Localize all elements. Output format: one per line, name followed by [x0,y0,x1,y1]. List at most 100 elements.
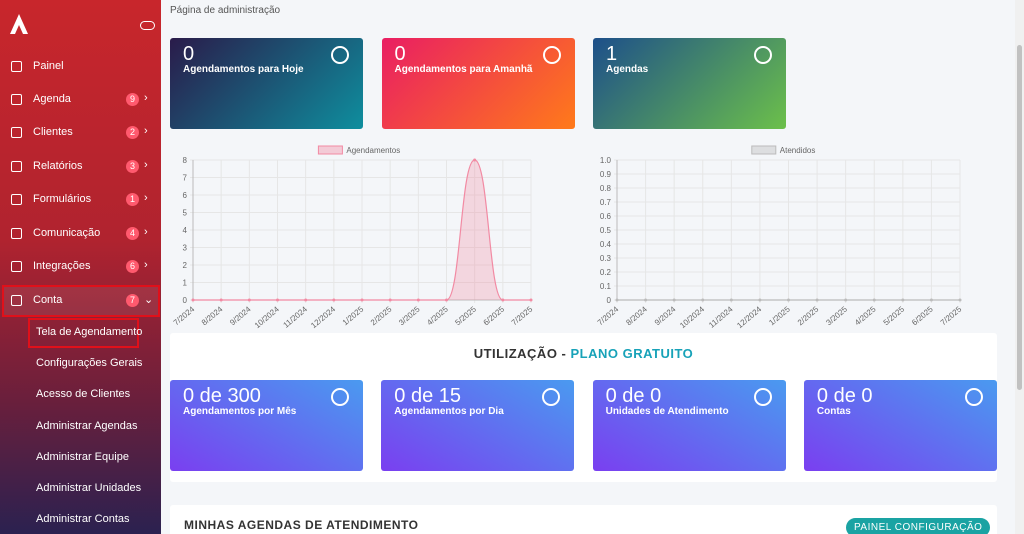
point [815,298,819,302]
usage-value: 0 de 0 [605,385,662,407]
usage-label: Contas [816,406,851,417]
point [219,298,223,302]
chart: 0 1 2 3 4 5 6 7 8 7/2024 8/2024 9/2024 10/2024 11/202… [172,145,535,330]
point [191,298,195,302]
menu-item[interactable]: Conta 7 ⌄ [0,286,161,316]
scrollbar[interactable] [1015,0,1024,534]
y-tick-label: 2 [183,261,188,270]
usage-card: 0 de 0 Contas [803,380,997,471]
y-tick-label: 0.9 [600,170,612,179]
point [416,298,420,302]
stat-label: Agendamentos para Amanhã [394,64,533,75]
point [929,298,933,302]
stat-value: 0 [394,43,406,65]
chevron: › [144,226,148,238]
x-tick-label: 10/2024 [678,304,706,330]
menu-item[interactable]: Comunicação 4 › [0,219,161,249]
toggle[interactable] [140,21,155,30]
point [304,298,308,302]
menu-label: Formulários [33,193,92,205]
usage-card: 0 de 15 Agendamentos por Dia [381,380,575,471]
stat-card: 0 Agendamentos para Amanhã [381,38,575,129]
menu-item[interactable]: Formulários 1 › [0,185,161,215]
menu-icon [11,228,22,239]
stat-card: 0 Agendamentos para Hoje [170,38,363,129]
point [729,298,733,302]
y-tick-label: 1 [183,279,188,288]
stat-icon [331,46,349,64]
submenu-item[interactable]: Tela de Agendamento [36,326,143,338]
point [473,158,477,162]
x-tick-label: 12/2024 [735,304,763,330]
submenu-item[interactable]: Administrar Agendas [36,419,138,432]
submenu-item[interactable]: Administrar Contas [36,513,130,526]
y-tick-label: 0.2 [600,268,612,277]
menu-label: Integrações [33,260,91,272]
stat-value: 0 [183,43,195,65]
x-tick-label: 4/2025 [425,304,450,327]
usage-card: 0 de 0 Unidades de Atendimento [592,380,786,471]
x-tick-label: 2/2025 [369,304,394,327]
x-tick-label: 9/2024 [228,304,253,327]
point [445,298,448,302]
legend-label: Atendidos [780,146,816,155]
sidebar: Painel Agenda 9 › Clientes 2 › Relatórios 3 › Form… [0,0,161,534]
menu-badge: 9 [126,93,139,106]
x-tick-label: 5/2025 [882,304,907,327]
x-tick-label: 6/2025 [910,304,935,327]
x-tick-label: 3/2025 [824,304,849,327]
stat-icon [542,46,561,64]
area [193,160,531,300]
point [529,298,533,302]
usage-label: Agendamentos por Dia [394,406,504,417]
submenu-item[interactable]: Acesso de Clientes [36,388,131,401]
menu-badge: 2 [126,126,139,139]
x-tick-label: 9/2024 [653,304,678,327]
menu-badge: 1 [126,193,139,206]
menu-icon [11,194,22,205]
x-tick-label: 7/2024 [596,304,621,327]
submenu-item[interactable]: Administrar Unidades [36,482,142,494]
y-tick-label: 0 [607,296,612,305]
y-tick-label: 8 [183,156,188,165]
y-tick-label: 0.3 [600,254,612,263]
point [872,298,876,302]
y-tick-label: 0.4 [600,240,612,249]
menu-item[interactable]: Painel [0,52,161,82]
x-tick-label: 4/2025 [853,304,878,327]
x-tick-label: 6/2025 [482,304,507,327]
point [701,298,705,302]
legend-swatch [751,145,777,155]
point [276,298,279,302]
menu-item[interactable]: Relatórios 3 › [0,152,161,182]
stat-label: Agendas [606,64,649,75]
chevron: › [144,192,148,204]
point [615,298,619,302]
config-button[interactable]: PAINEL CONFIGURAÇÃO [846,518,991,534]
submenu-item[interactable]: Administrar Equipe [36,450,129,463]
y-tick-label: 0.6 [600,212,612,221]
agendas-title: MINHAS AGENDAS DE ATENDIMENTO [184,518,419,532]
x-tick-label: 10/2024 [253,304,281,330]
usage-value: 0 de 0 [816,385,873,407]
menu-item[interactable]: Integrações 6 › [0,252,161,282]
submenu-item[interactable]: Configurações Gerais [36,357,143,370]
point [758,298,762,302]
menu-icon [11,261,22,272]
menu-item[interactable]: Clientes 2 › [0,118,161,148]
y-tick-label: 0.7 [600,198,612,207]
usage-icon [753,388,772,406]
usage-icon [964,388,983,406]
menu-item[interactable]: Agenda 9 › [0,85,161,115]
y-tick-label: 3 [183,244,188,253]
y-tick-label: 0.1 [600,282,612,291]
y-tick-label: 0.5 [600,226,612,235]
usage-plan: PLANO GRATUITO [570,346,694,361]
chevron: › [144,92,148,104]
menu-icon [11,94,22,105]
x-tick-label: 3/2025 [397,304,422,327]
agendas-panel: MINHAS AGENDAS DE ATENDIMENTO PAINEL CON… [170,505,997,534]
x-tick-label: 8/2024 [624,304,649,327]
chevron: › [144,259,148,271]
legend-label: Agendamentos [346,146,400,155]
